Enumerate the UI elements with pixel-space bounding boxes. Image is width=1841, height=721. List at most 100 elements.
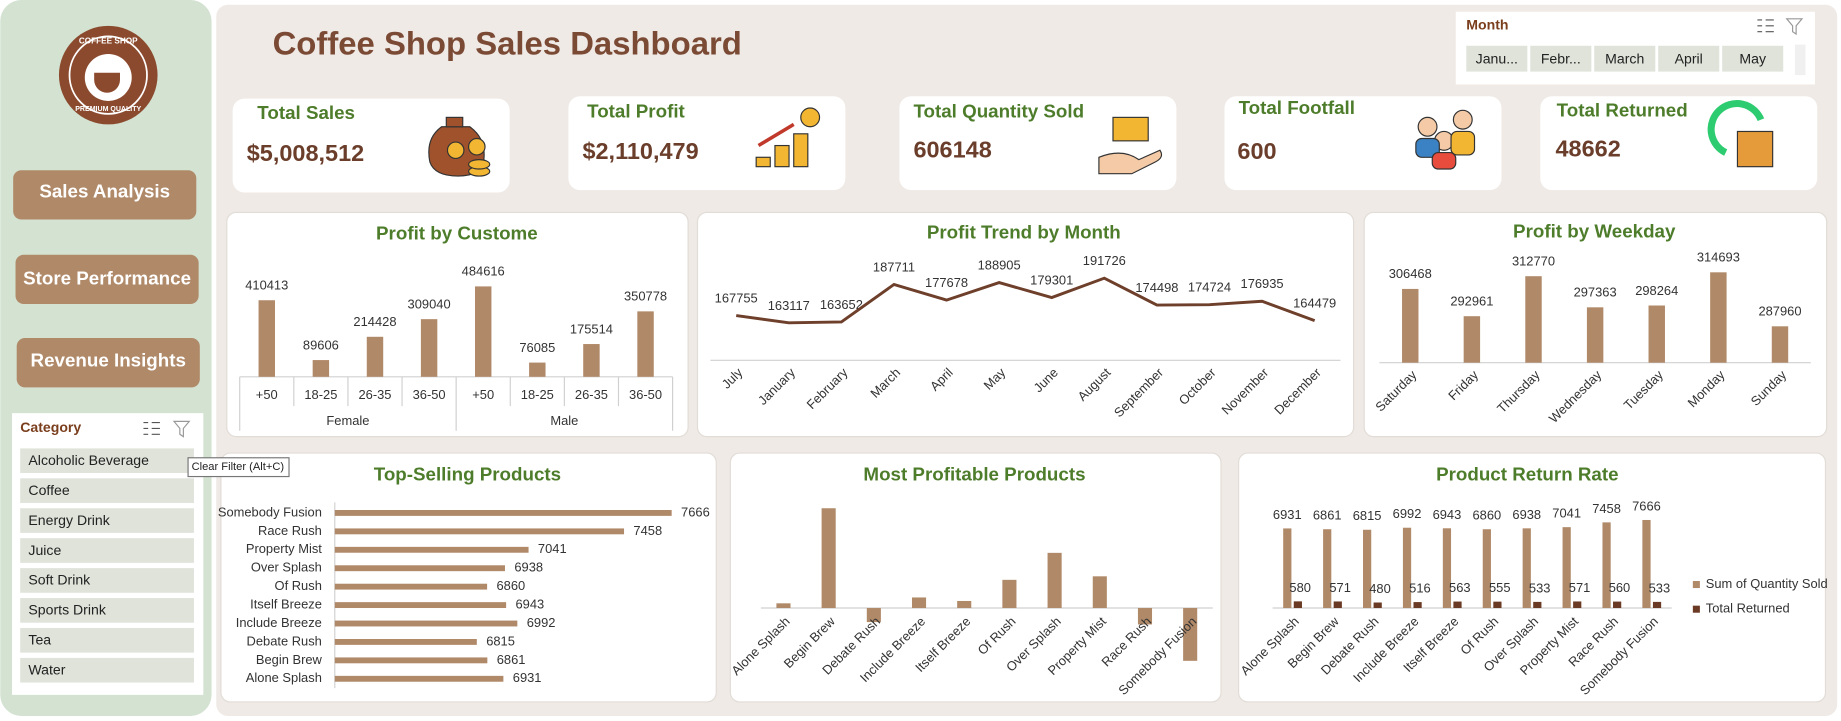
data-label: 179301	[1030, 273, 1073, 288]
data-label: 533	[1649, 580, 1671, 595]
slicer-item[interactable]	[20, 478, 194, 503]
slicer-item[interactable]	[20, 657, 194, 683]
slicer-item[interactable]	[20, 598, 194, 623]
slicer-item-label[interactable]: March	[1605, 51, 1644, 67]
clear-filter-icon[interactable]	[172, 420, 191, 438]
data-label: 6943	[1433, 507, 1462, 522]
kpi-title: Total Returned	[1557, 99, 1688, 120]
slicer-item-label[interactable]: Water	[28, 662, 65, 678]
kpi-title: Total Profit	[587, 101, 685, 122]
x-tick-label: 36-50	[629, 387, 662, 402]
bar	[474, 286, 492, 377]
data-label: 306468	[1389, 266, 1432, 281]
nav-label[interactable]: Revenue Insights	[31, 349, 186, 370]
chart-title: Product Return Rate	[1436, 463, 1618, 484]
nav-button[interactable]	[15, 254, 199, 305]
data-label: 7666	[681, 504, 710, 519]
kpi-value: 48662	[1556, 135, 1621, 161]
data-label: 6815	[486, 633, 515, 648]
slicer-item-label[interactable]: Coffee	[28, 482, 69, 498]
clear-filter-icon[interactable]	[1785, 18, 1804, 36]
slicer-item-label[interactable]: Janu...	[1476, 51, 1518, 67]
slicer-item[interactable]	[20, 448, 194, 474]
nav-button[interactable]	[16, 338, 200, 388]
slicer-item-label[interactable]: Energy Drink	[28, 512, 110, 528]
slicer-items: Janu... Febr... March April May	[1466, 45, 1784, 72]
y-tick-label: Of Rush	[275, 578, 322, 593]
chart-panel	[226, 211, 689, 438]
data-label: 188905	[978, 258, 1021, 273]
bar	[1710, 272, 1727, 363]
bar	[1573, 601, 1582, 609]
x-tick-label: +50	[472, 387, 494, 402]
bar	[1613, 601, 1622, 609]
legend-label: Total Returned	[1706, 601, 1790, 616]
slicer-item[interactable]	[1594, 45, 1656, 72]
x-tick-label: 18-25	[521, 387, 554, 402]
slicer-item-label[interactable]: May	[1739, 51, 1767, 67]
bar	[1413, 602, 1422, 609]
data-label: 7458	[633, 523, 662, 538]
slicer-item[interactable]	[1466, 45, 1528, 72]
bar	[334, 639, 477, 645]
data-label: 287960	[1758, 304, 1801, 319]
slicer-item-label[interactable]: Sports Drink	[28, 602, 106, 618]
chart-title: Most Profitable Products	[863, 463, 1085, 484]
y-tick-label: Race Rush	[258, 523, 322, 538]
bar	[334, 657, 488, 664]
data-label: 214428	[353, 314, 396, 329]
data-label: 174724	[1188, 280, 1231, 295]
scrollbar[interactable]	[1794, 44, 1806, 76]
slicer-item-label[interactable]: Soft Drink	[28, 572, 91, 588]
bar	[1562, 527, 1571, 609]
x-tick-label: +50	[256, 387, 278, 402]
kpi-title: Total Quantity Sold	[913, 101, 1084, 122]
bar	[1648, 305, 1665, 363]
logo-top-text: COFFEE SHOP	[79, 36, 138, 45]
logo-bottom-text: PREMIUM QUALITY	[75, 106, 141, 113]
slicer-item-label[interactable]: Febr...	[1541, 51, 1581, 67]
bar	[1642, 519, 1651, 609]
bar	[1402, 527, 1412, 609]
slicer-title: Month	[1466, 17, 1508, 33]
dashboard-title: Coffee Shop Sales Dashboard	[273, 24, 742, 61]
slicer-item[interactable]	[1530, 45, 1592, 72]
bar	[1453, 601, 1462, 609]
chart-panel	[1238, 452, 1827, 703]
bar	[1525, 276, 1542, 363]
chart-title: Profit by Custome	[376, 223, 538, 244]
slicer-item[interactable]	[20, 627, 194, 653]
slicer-item-label[interactable]: April	[1675, 51, 1703, 67]
y-tick-label: Property Mist	[246, 541, 322, 556]
data-label: 76085	[519, 340, 555, 355]
tooltip-text: Clear Filter (Alt+C)	[192, 461, 285, 473]
slicer-item[interactable]	[20, 568, 194, 593]
nav-label[interactable]: Store Performance	[23, 267, 191, 288]
bar	[334, 620, 518, 627]
y-tick-label: Somebody Fusion	[218, 504, 322, 519]
bar	[1092, 576, 1107, 609]
slicer-item[interactable]	[20, 538, 194, 563]
slicer-item-label[interactable]: Tea	[28, 632, 51, 648]
bar	[334, 546, 529, 553]
data-label: 163652	[820, 297, 863, 312]
bar	[1283, 528, 1292, 609]
nav-button[interactable]	[13, 170, 197, 220]
multi-select-icon[interactable]	[143, 421, 160, 435]
bar	[1293, 601, 1302, 609]
x-tick-label: 26-35	[575, 387, 608, 402]
slicer-item[interactable]	[20, 508, 194, 533]
slicer-item-label[interactable]: Alcoholic Beverage	[28, 452, 149, 468]
nav-label[interactable]: Sales Analysis	[39, 180, 170, 201]
data-label: 298264	[1635, 283, 1678, 298]
data-label: 6861	[1313, 508, 1342, 523]
multi-select-icon[interactable]	[1757, 19, 1774, 33]
slicer-item[interactable]	[1658, 45, 1720, 72]
slicer-item[interactable]	[1722, 45, 1784, 72]
data-label: 309040	[408, 296, 451, 311]
data-label: 163117	[768, 298, 810, 313]
slicer-item-label[interactable]: Juice	[28, 542, 61, 558]
bar	[420, 319, 438, 377]
